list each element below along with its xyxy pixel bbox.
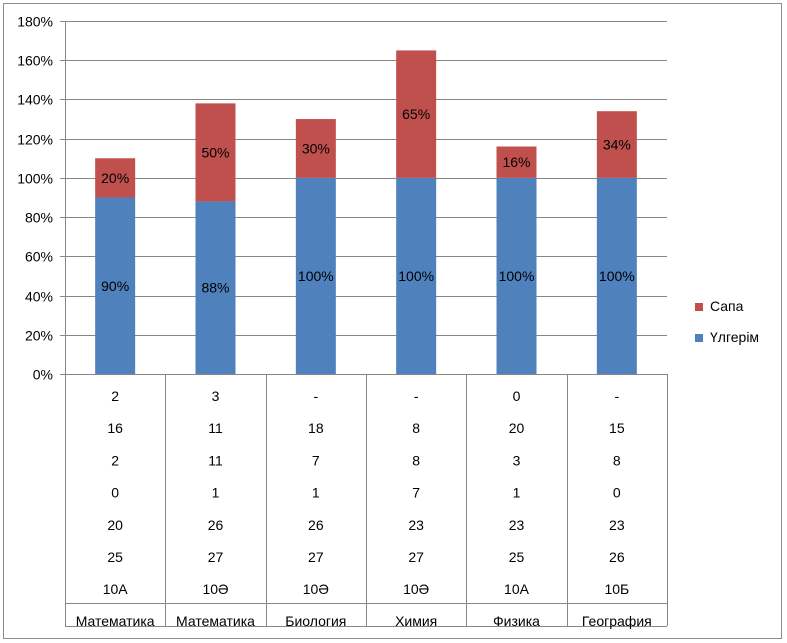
data-label: 50% bbox=[201, 144, 229, 160]
bar-segment-ulgerim bbox=[596, 177, 637, 374]
table-cell: 2 bbox=[111, 388, 119, 404]
data-label: 90% bbox=[101, 278, 129, 294]
table-cell: 26 bbox=[609, 549, 625, 565]
table-cell: 23 bbox=[408, 517, 424, 533]
table-cell: 1 bbox=[212, 485, 220, 501]
table-cell: 3 bbox=[513, 452, 521, 468]
bar-segment-ulgerim bbox=[396, 177, 437, 374]
data-label: 20% bbox=[101, 170, 129, 186]
bar-segment-sapa bbox=[496, 146, 537, 178]
bar-segment-ulgerim bbox=[295, 177, 336, 374]
category-label: Физика bbox=[493, 613, 540, 629]
table-cell: - bbox=[414, 388, 419, 404]
bar-segment-ulgerim bbox=[195, 201, 236, 374]
bar-segment-ulgerim bbox=[95, 197, 136, 374]
data-label: 34% bbox=[603, 137, 631, 153]
table-cell: 8 bbox=[613, 452, 621, 468]
table-cell: 26 bbox=[208, 517, 224, 533]
table-cell: 10А bbox=[504, 581, 530, 597]
table-cell: - bbox=[313, 388, 318, 404]
data-label: 65% bbox=[402, 106, 430, 122]
table-cell: 23 bbox=[509, 517, 525, 533]
y-tick-label: 80% bbox=[25, 210, 53, 226]
table-cell: 10Ә bbox=[202, 581, 228, 597]
table-cell: 10Ә bbox=[403, 581, 429, 597]
table-cell: 16 bbox=[107, 420, 123, 436]
table-cell: 1 bbox=[513, 485, 521, 501]
legend-label: Үлгерім bbox=[710, 329, 759, 345]
table-cell: 7 bbox=[412, 485, 420, 501]
table-cell: 10Б bbox=[604, 581, 629, 597]
table-cell: 20 bbox=[107, 517, 123, 533]
table-cell: 11 bbox=[208, 420, 223, 436]
table-cell: 2 bbox=[111, 452, 119, 468]
table-cell: 27 bbox=[408, 549, 424, 565]
y-tick-label: 180% bbox=[17, 14, 53, 30]
y-tick-label: 100% bbox=[17, 171, 53, 187]
table-cell: 10Ә bbox=[303, 581, 329, 597]
bar-segment-sapa bbox=[95, 158, 136, 198]
y-tick-label: 40% bbox=[25, 289, 53, 305]
legend-label: Сапа bbox=[710, 298, 744, 314]
data-label: 88% bbox=[201, 280, 229, 296]
bar-segment-sapa bbox=[295, 119, 336, 178]
table-cell: 3 bbox=[212, 388, 220, 404]
y-tick-label: 20% bbox=[25, 328, 53, 344]
table-cell: 27 bbox=[208, 549, 224, 565]
bar-segment-sapa bbox=[596, 111, 637, 178]
bar-segment-sapa bbox=[195, 103, 236, 202]
y-tick-label: 160% bbox=[17, 53, 53, 69]
legend-swatch-sapa bbox=[695, 303, 703, 311]
legend-swatch-ulgerim bbox=[695, 334, 703, 342]
bar-segment-sapa bbox=[396, 50, 437, 178]
category-label: Математика bbox=[76, 613, 155, 629]
table-cell: 0 bbox=[111, 485, 119, 501]
table-cell: - bbox=[614, 388, 619, 404]
table-cell: 20 bbox=[509, 420, 525, 436]
table-cell: 1 bbox=[312, 485, 320, 501]
category-label: Математика bbox=[176, 613, 255, 629]
category-label: Биология bbox=[285, 613, 346, 629]
table-cell: 26 bbox=[308, 517, 324, 533]
table-cell: 0 bbox=[513, 388, 521, 404]
y-tick-label: 140% bbox=[17, 92, 53, 108]
table-cell: 10А bbox=[103, 581, 129, 597]
table-cell: 27 bbox=[308, 549, 324, 565]
bar-segment-ulgerim bbox=[496, 177, 537, 374]
table-cell: 8 bbox=[412, 452, 420, 468]
table-cell: 23 bbox=[609, 517, 625, 533]
data-label: 100% bbox=[499, 268, 535, 284]
table-cell: 15 bbox=[609, 420, 625, 436]
category-label: Химия bbox=[395, 613, 437, 629]
table-cell: 8 bbox=[412, 420, 420, 436]
y-tick-label: 120% bbox=[17, 132, 53, 148]
table-cell: 18 bbox=[308, 420, 324, 436]
data-label: 100% bbox=[599, 268, 635, 284]
category-label: География bbox=[582, 613, 652, 629]
data-label: 16% bbox=[502, 154, 530, 170]
data-label: 30% bbox=[302, 140, 330, 156]
y-tick-label: 0% bbox=[33, 367, 53, 383]
y-tick-label: 60% bbox=[25, 249, 53, 265]
table-cell: 25 bbox=[509, 549, 525, 565]
table-cell: 0 bbox=[613, 485, 621, 501]
data-label: 100% bbox=[398, 268, 434, 284]
table-cell: 25 bbox=[107, 549, 123, 565]
data-label: 100% bbox=[298, 268, 334, 284]
table-cell: 7 bbox=[312, 452, 320, 468]
table-cell: 11 bbox=[208, 452, 223, 468]
